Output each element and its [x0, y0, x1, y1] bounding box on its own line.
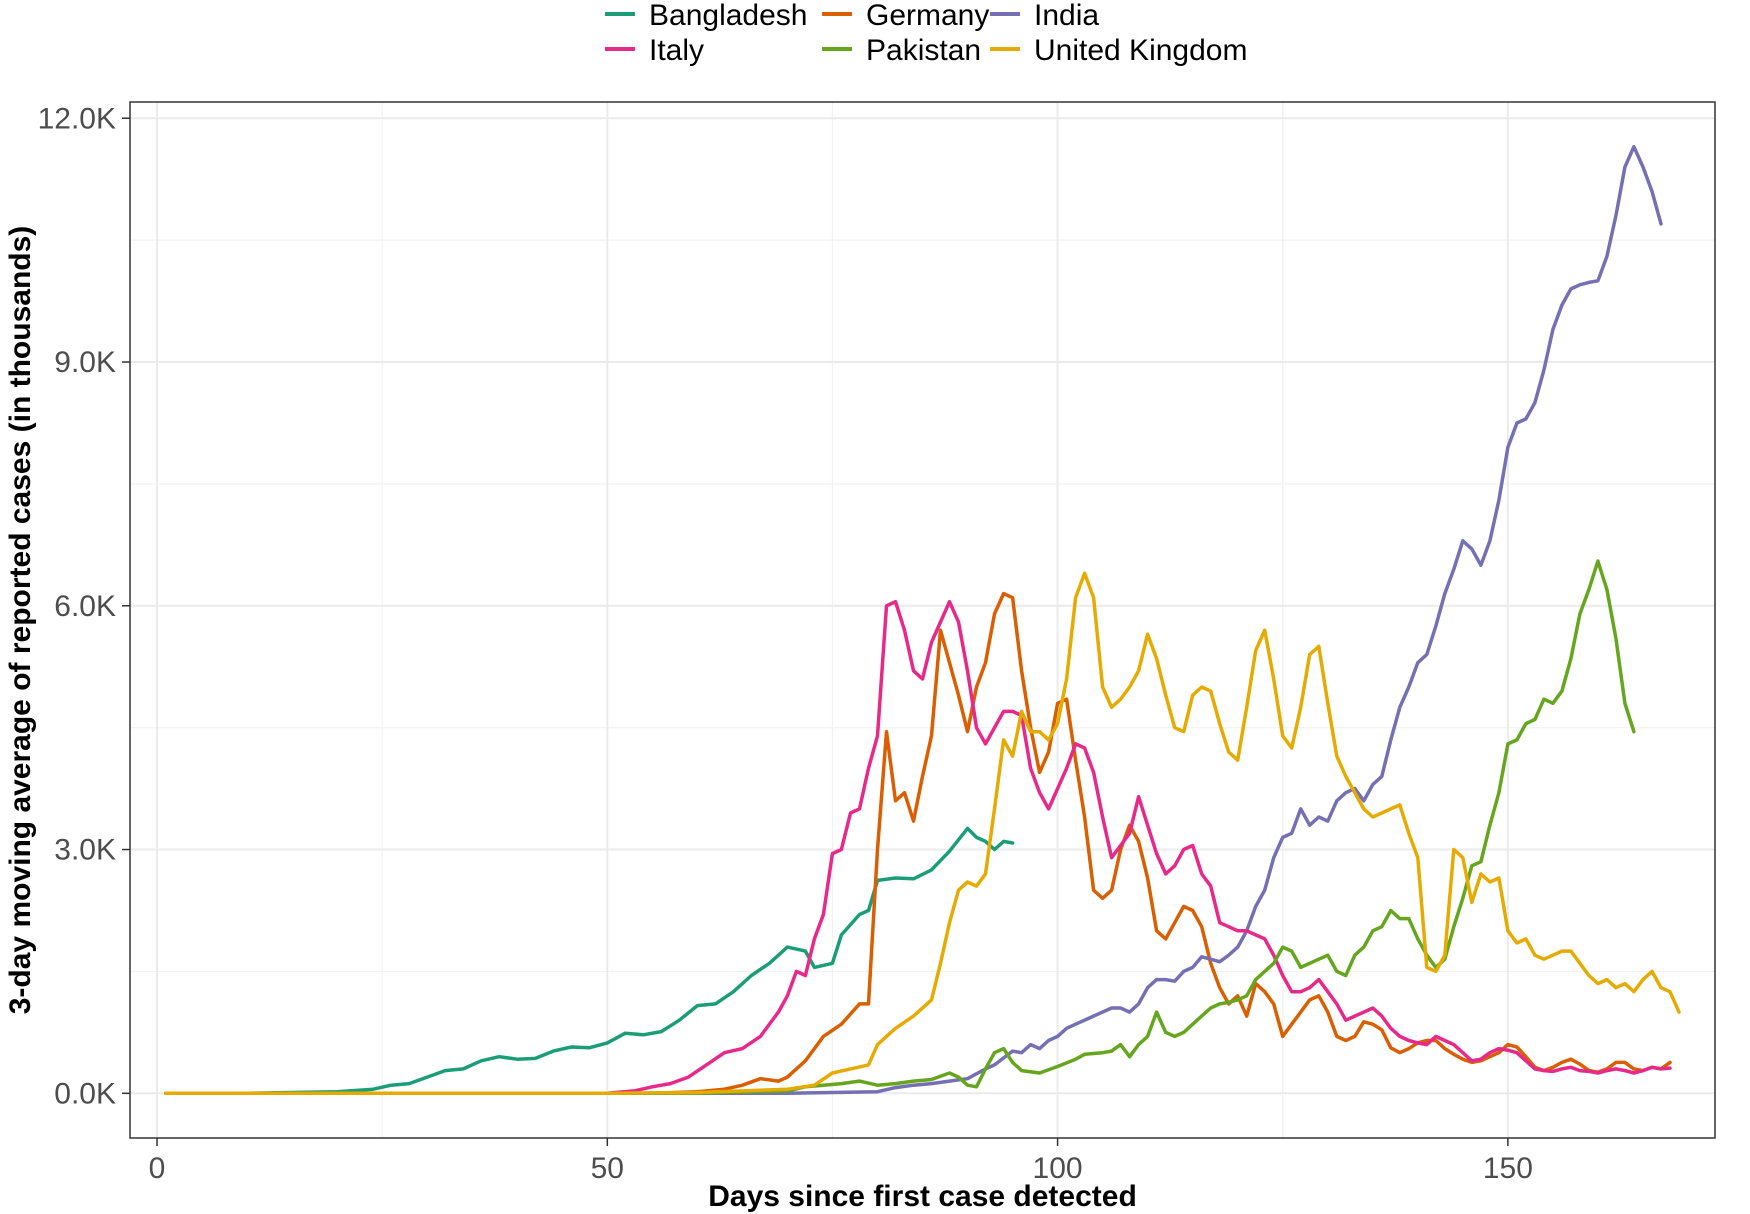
legend-label-pakistan: Pakistan [866, 34, 981, 67]
plot-border [129, 101, 1716, 1139]
y-tick-label: 9.0K [54, 346, 116, 379]
y-tick-label: 3.0K [54, 834, 116, 867]
legend-label-india: India [1034, 0, 1099, 32]
legend-label-bangladesh: Bangladesh [649, 0, 807, 32]
plot-area [129, 101, 1716, 1139]
y-tick-label: 0.0K [54, 1077, 116, 1110]
y-axis-title: 3-day moving average of reported cases (… [4, 226, 37, 1015]
series-lines [164, 144, 1681, 1096]
y-tick-label: 12.0K [38, 102, 116, 135]
y-tick-label: 6.0K [54, 590, 116, 623]
major-gridlines [130, 102, 1715, 1138]
x-axis: 0 50 100 150 [149, 1138, 1533, 1185]
series-line-bangladesh [164, 826, 1015, 1096]
plot-panel [130, 102, 1715, 1138]
series-line-germany [164, 591, 1672, 1096]
series-line-united-kingdom [164, 571, 1681, 1096]
series-line-pakistan [164, 559, 1636, 1096]
legend-label-united-kingdom: United Kingdom [1034, 34, 1247, 67]
x-tick-label: 100 [1033, 1152, 1083, 1185]
legend-label-italy: Italy [649, 34, 704, 67]
y-axis: 0.0K 3.0K 6.0K 9.0K 12.0K [38, 102, 130, 1110]
series-line-india [164, 144, 1663, 1096]
legend-label-germany: Germany [866, 0, 989, 32]
legend: Bangladesh Germany India Italy Pakistan Unite… [605, 0, 1247, 67]
x-tick-label: 150 [1483, 1152, 1533, 1185]
x-tick-label: 0 [149, 1152, 166, 1185]
x-tick-label: 50 [591, 1152, 624, 1185]
minor-gridlines [130, 102, 1715, 1138]
series-line-italy [164, 599, 1672, 1096]
x-axis-title: Days since first case detected [708, 1180, 1137, 1213]
